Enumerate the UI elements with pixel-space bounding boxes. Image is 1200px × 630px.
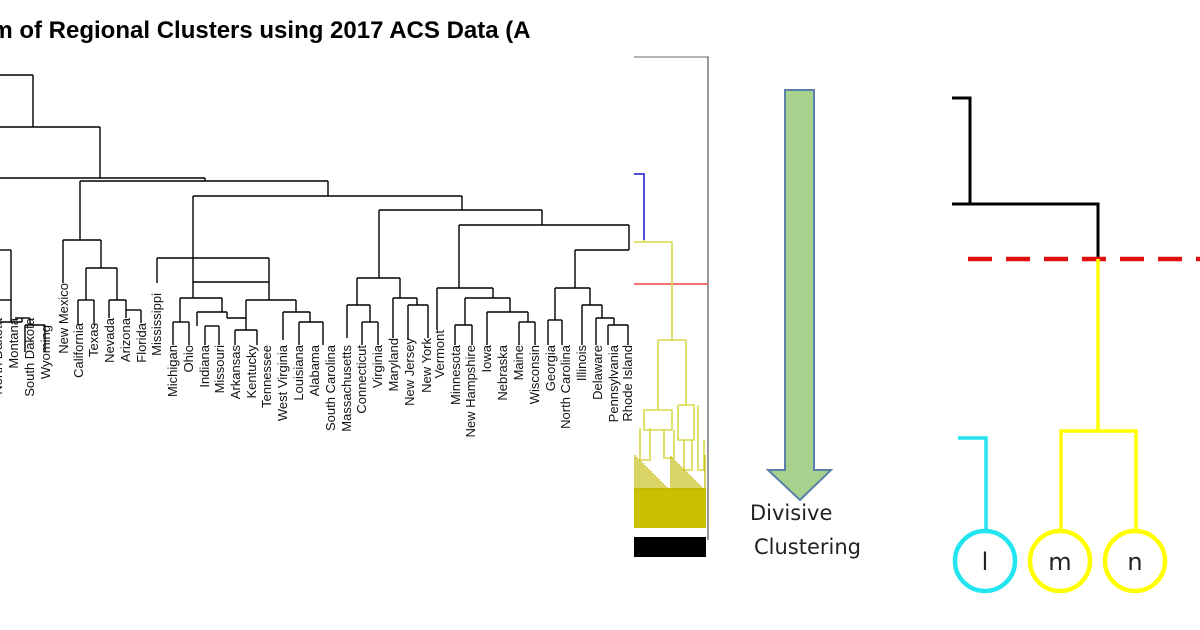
- yellow-subtree: [1059, 259, 1138, 538]
- dendrogram-title: am of Regional Clusters using 2017 ACS D…: [0, 17, 531, 44]
- leaf-label: Kentucky: [244, 345, 259, 399]
- leaf-label: Michigan: [165, 345, 180, 397]
- regional-dendrogram: North Dakota Montana South Dakota Wyoming Ne…: [0, 74, 634, 437]
- divisive-label: Divisive: [750, 501, 832, 525]
- leaf-label: South Dakota: [22, 317, 37, 397]
- leaf-label: North Carolina: [558, 344, 573, 429]
- cyan-branch: [958, 436, 988, 532]
- leaf-label: Mississippi: [149, 293, 164, 356]
- leaf-label: Florida: [134, 322, 149, 363]
- leaf-n: n: [1102, 528, 1168, 594]
- leaf-label: Georgia: [543, 344, 558, 391]
- leaf-label: Missouri: [212, 345, 227, 394]
- leaf-label: New Mexico: [56, 283, 71, 354]
- dense-dendrogram: [634, 56, 709, 557]
- leaf-label: Montana: [6, 317, 21, 368]
- leaf-label: Tennessee: [259, 345, 274, 408]
- leaf-label: Ohio: [181, 345, 196, 372]
- leaf-label: Connecticut: [354, 345, 369, 414]
- leaf-label: Rhode Island: [620, 345, 634, 422]
- leaf-label: Arkansas: [228, 345, 243, 400]
- black-tree: [952, 96, 1100, 258]
- leaf-label: Massachusetts: [339, 345, 354, 432]
- leaf-n-label: n: [1127, 548, 1142, 576]
- leaf-label: New York: [419, 338, 434, 393]
- leaf-label: Iowa: [479, 344, 494, 372]
- leaf-label: Wisconsin: [527, 345, 542, 404]
- leaf-label: Pennsylvania: [606, 344, 621, 422]
- leaf-label: Arizona: [118, 317, 133, 362]
- leaf-l: l: [952, 528, 1018, 594]
- leaf-label: South Carolina: [323, 344, 338, 431]
- divisive-arrow: [765, 89, 834, 502]
- leaf-label: Minnesota: [448, 344, 463, 405]
- leaf-label: California: [71, 322, 86, 378]
- leaf-m: m: [1027, 528, 1093, 594]
- leaf-label: Delaware: [590, 345, 605, 400]
- leaf-label: Virginia: [370, 344, 385, 388]
- leaf-m-label: m: [1048, 548, 1071, 576]
- leaf-label: Vermont: [432, 330, 447, 379]
- leaf-label: New Hampshire: [463, 345, 478, 437]
- clustering-label: Clustering: [754, 535, 861, 559]
- dense-leaf-region: [634, 455, 706, 528]
- leaf-l-label: l: [982, 548, 989, 576]
- leaf-label: New Jersey: [402, 338, 417, 406]
- leaf-label: North Dakota: [0, 317, 5, 394]
- divisive-schematic: Divisive Clustering l m n: [750, 89, 1200, 594]
- leaf-label: Nevada: [102, 317, 117, 363]
- leaf-label: Maine: [511, 345, 526, 380]
- leaf-label: Alabama: [307, 344, 322, 396]
- leaf-label: Illinois: [574, 345, 589, 382]
- regional-dendrogram-panel: am of Regional Clusters using 2017 ACS D…: [0, 17, 634, 437]
- leaf-label: Nebraska: [495, 344, 510, 400]
- leaf-label: Maryland: [386, 338, 401, 391]
- leaf-label: Texas: [86, 323, 101, 357]
- dense-dendrogram-panel: [634, 0, 714, 630]
- leaf-label: Wyoming: [38, 325, 53, 379]
- leaf-label: Indiana: [197, 344, 212, 387]
- divisive-schematic-panel: Divisive Clustering l m n: [714, 0, 1200, 630]
- upper-branch: [634, 173, 645, 240]
- black-bar: [634, 537, 706, 557]
- dense-leaf-fill: [634, 488, 706, 528]
- leaf-label: West Virginia: [275, 344, 290, 421]
- leaf-label: Louisiana: [291, 344, 306, 400]
